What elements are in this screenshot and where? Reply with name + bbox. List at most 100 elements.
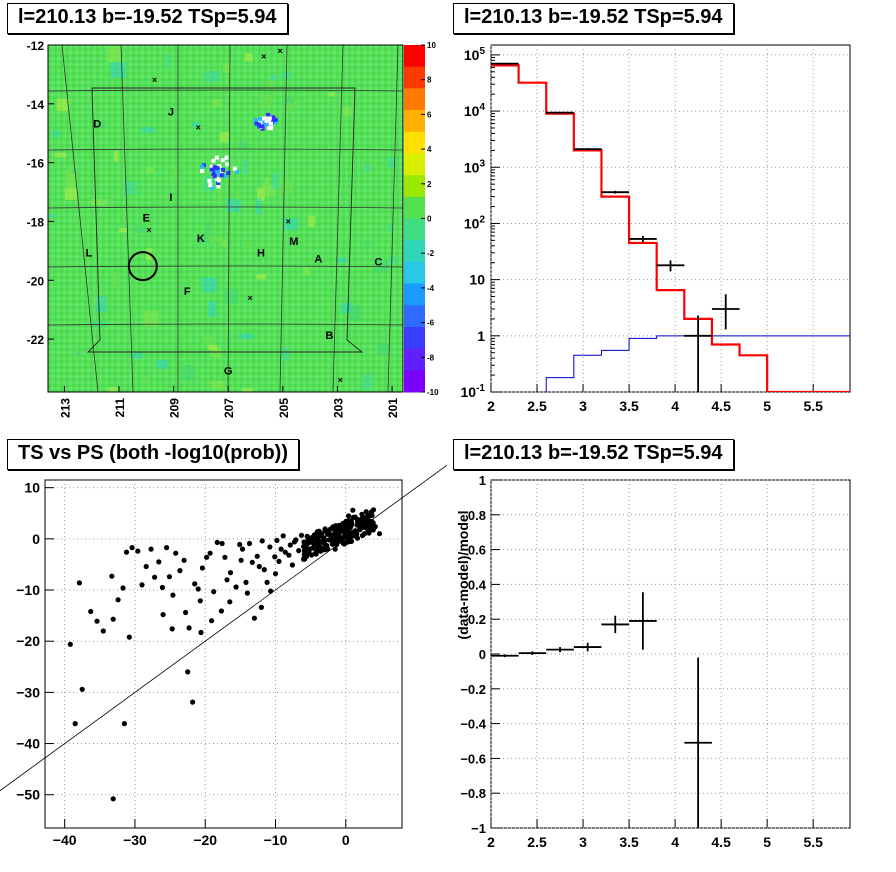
map-texture-patch: [269, 75, 279, 81]
map-texture-patch: [363, 164, 371, 172]
map-texture-patch: [238, 333, 253, 339]
map-texture-patch: [203, 335, 214, 346]
map-texture-patch: [156, 360, 168, 369]
scatter-point: [177, 568, 183, 574]
map-texture-patch: [208, 301, 217, 317]
spectrum-x-tick-label: 5: [763, 398, 771, 414]
scatter-x-tick-label: −30: [123, 832, 147, 848]
map-hotspot-pixel: [266, 112, 270, 117]
scatter-point: [110, 616, 116, 622]
map-texture-patch: [362, 373, 372, 390]
map-hotspot-pixel: [267, 116, 272, 121]
colorbar-tick-label: 10: [427, 41, 436, 50]
spectrum-content: [491, 62, 850, 392]
colorbar-segment: [404, 326, 425, 350]
scatter-point: [198, 629, 204, 636]
map-source-marker: ×: [196, 122, 201, 132]
map-texture-patch: [134, 226, 145, 233]
map-region-label: K: [197, 233, 205, 245]
scatter-point: [302, 548, 308, 555]
spectrum-y-tick-label: 10-1: [461, 383, 486, 400]
map-hotspot-pixel: [215, 166, 220, 171]
map-texture-patch: [341, 302, 352, 314]
map-texture-patch: [205, 220, 211, 236]
map-texture-patch: [217, 188, 222, 202]
map-hotspot-pixel: [200, 164, 205, 169]
map-texture-patch: [262, 184, 276, 197]
map-texture-patch: [241, 388, 254, 392]
residual-x-tick-label: 2.5: [527, 834, 547, 850]
scatter-x-tick-label: 0: [342, 832, 350, 848]
colorbar-tick-label: 2: [427, 180, 432, 189]
spectrum-x-tick-label: 4.5: [711, 398, 731, 414]
residual-y-tick-label: −0.2: [460, 682, 486, 697]
spectrum-y-tick-label: 102: [464, 214, 486, 231]
map-texture-patch: [108, 387, 118, 392]
scatter-point: [67, 641, 73, 647]
map-texture-patch: [207, 344, 217, 350]
scatter-point: [227, 599, 233, 605]
map-y-tick-label: -22: [27, 333, 45, 347]
scatter-point: [190, 699, 196, 705]
map-y-tick-label: -16: [27, 157, 45, 171]
map-hotspot-pixel: [207, 178, 212, 183]
spectrum-x-tick-label: 5.5: [803, 398, 823, 414]
scatter-point: [322, 526, 328, 532]
map-texture-patch: [256, 274, 267, 280]
map-texture-patch: [286, 99, 298, 110]
scatter-point: [224, 577, 230, 583]
scatter-point: [278, 546, 284, 552]
map-texture-patch: [110, 62, 126, 78]
scatter-point: [123, 549, 130, 555]
map-texture-patch: [146, 167, 154, 174]
scatter-point: [207, 550, 213, 556]
map-y-tick-label: -14: [27, 98, 45, 112]
scatter-point: [360, 522, 366, 528]
spectrum-y-tick-label: 105: [464, 46, 486, 63]
scatter-y-tick-label: −10: [16, 582, 40, 598]
map-region-label: M: [289, 236, 298, 248]
colorbar-segment: [404, 66, 425, 89]
map-y-tick-label: -12: [27, 39, 45, 53]
scatter-point: [289, 562, 295, 568]
scatter-point: [340, 534, 346, 541]
scatter-point: [309, 545, 315, 551]
scatter-point: [332, 546, 338, 552]
scatter-point: [159, 584, 165, 591]
map-background: [48, 45, 403, 392]
scatter-point: [227, 570, 234, 576]
map-region-label: L: [86, 248, 93, 260]
map-hotspot-pixel: [223, 173, 228, 178]
scatter-y-tick-label: −20: [16, 633, 40, 649]
map-texture-patch: [144, 311, 159, 327]
map-texture-patch: [165, 54, 171, 68]
scatter-point: [209, 618, 215, 624]
map-texture-patch: [308, 215, 315, 228]
colorbar-segment: [404, 370, 425, 393]
scatter-point: [298, 532, 305, 538]
map-y-tick-label: -20: [27, 274, 45, 288]
scatter-point: [143, 563, 149, 570]
map-grid-parallel: [48, 206, 403, 209]
scatter-point: [363, 518, 369, 524]
colorbar-segment: [404, 283, 425, 306]
map-hotspot-pixel: [211, 158, 216, 163]
scatter-point: [79, 686, 85, 692]
map-region-label: E: [143, 212, 150, 224]
scatter-point: [121, 721, 127, 727]
colorbar-segment: [404, 88, 425, 111]
colorbar-tick-label: 6: [427, 110, 432, 119]
map-region-label: G: [224, 365, 233, 377]
scatter-point: [239, 546, 246, 552]
map-texture-patch: [342, 106, 351, 116]
scatter-point: [314, 538, 320, 544]
residual-y-tick-label: −0.6: [460, 751, 486, 766]
scatter-point: [338, 525, 344, 532]
residual-y-tick-label: 0: [479, 647, 486, 662]
map-content: D J I E K L H M A C F B G × × × × × × × × ×: [48, 45, 403, 392]
map-texture-patch: [119, 228, 127, 233]
residual-y-tick-label: −0.8: [460, 786, 486, 801]
map-hotspot-pixel: [210, 164, 214, 169]
